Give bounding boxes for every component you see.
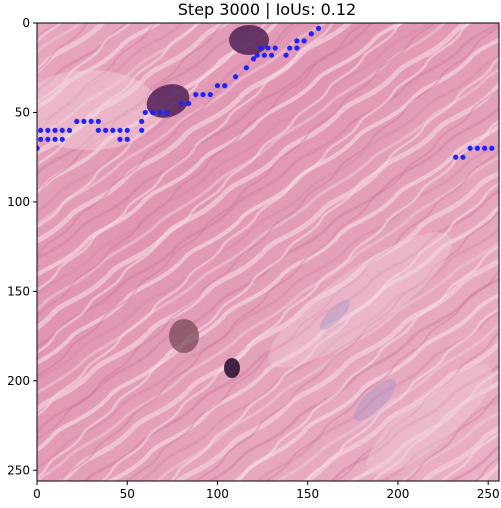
dot-series [37,25,495,160]
data-point [37,145,40,151]
x-tick-label: 200 [386,487,409,501]
data-point [52,127,58,133]
y-axis: 0 50 100 150 200 250 [7,16,37,477]
data-point [124,127,130,133]
y-tick-label: 100 [7,195,30,209]
data-point [139,127,145,133]
y-tick-label: 50 [15,105,30,119]
tissue-pale-region [268,232,452,368]
data-point [81,118,87,124]
data-point [38,136,44,142]
y-tick-label: 0 [22,16,30,30]
y-tick-label: 200 [7,374,30,388]
data-point [261,52,267,58]
data-point [283,52,289,58]
data-point [178,100,184,107]
data-point [254,52,260,58]
data-point [45,136,51,142]
data-point [200,91,206,98]
chart-title: Step 3000 | IoUs: 0.12 [178,0,356,19]
data-point [95,127,101,133]
data-point [110,127,116,133]
data-point [272,45,278,51]
data-point [214,83,221,89]
nucleus [229,25,269,55]
data-point [185,100,192,107]
data-point [474,145,480,151]
data-point [38,127,44,133]
data-point [88,118,94,124]
x-tick-label: 0 [33,487,41,501]
x-tick-label: 250 [477,487,500,501]
data-point [243,65,249,71]
data-point [193,91,199,98]
y-tick-label: 150 [7,284,30,298]
data-point [95,118,101,124]
data-point [460,154,466,160]
tissue-fibers-fine [37,23,499,481]
data-point [258,45,264,51]
data-point [117,136,123,142]
data-point [117,127,123,133]
data-point [74,118,80,124]
data-point [66,127,73,133]
data-point [467,145,473,151]
data-point [164,109,170,116]
tissue-pale-region [366,365,494,475]
data-point [308,31,314,37]
data-point [265,45,271,51]
tissue-violet-region [320,300,350,330]
data-point [59,136,65,142]
data-point [453,154,459,160]
data-point [287,45,293,51]
data-point [207,91,213,98]
data-point [142,109,148,116]
x-axis: 0 50 100 150 200 250 [33,481,500,501]
data-point [489,145,495,151]
data-point [481,145,488,151]
data-point [124,136,130,142]
y-tick-label: 250 [7,463,30,477]
data-point [269,52,275,58]
nucleus [169,319,199,353]
data-point [222,83,228,89]
data-point [139,118,145,124]
tissue-violet-region [353,378,397,422]
x-tick-label: 50 [120,487,135,501]
data-point [294,38,300,44]
plot-area [37,23,499,481]
data-point [52,136,58,142]
data-point [315,25,322,31]
data-point [45,127,51,133]
nucleus [146,84,190,118]
data-point [301,38,307,44]
data-point [157,109,163,116]
x-tick-label: 150 [296,487,319,501]
data-point [59,127,65,133]
data-point [294,45,300,51]
x-tick-label: 100 [206,487,229,501]
nucleus [224,358,240,378]
data-point [232,74,239,80]
data-point [250,56,257,62]
plot-frame [36,22,500,482]
data-point [102,127,109,133]
data-point [149,109,156,116]
